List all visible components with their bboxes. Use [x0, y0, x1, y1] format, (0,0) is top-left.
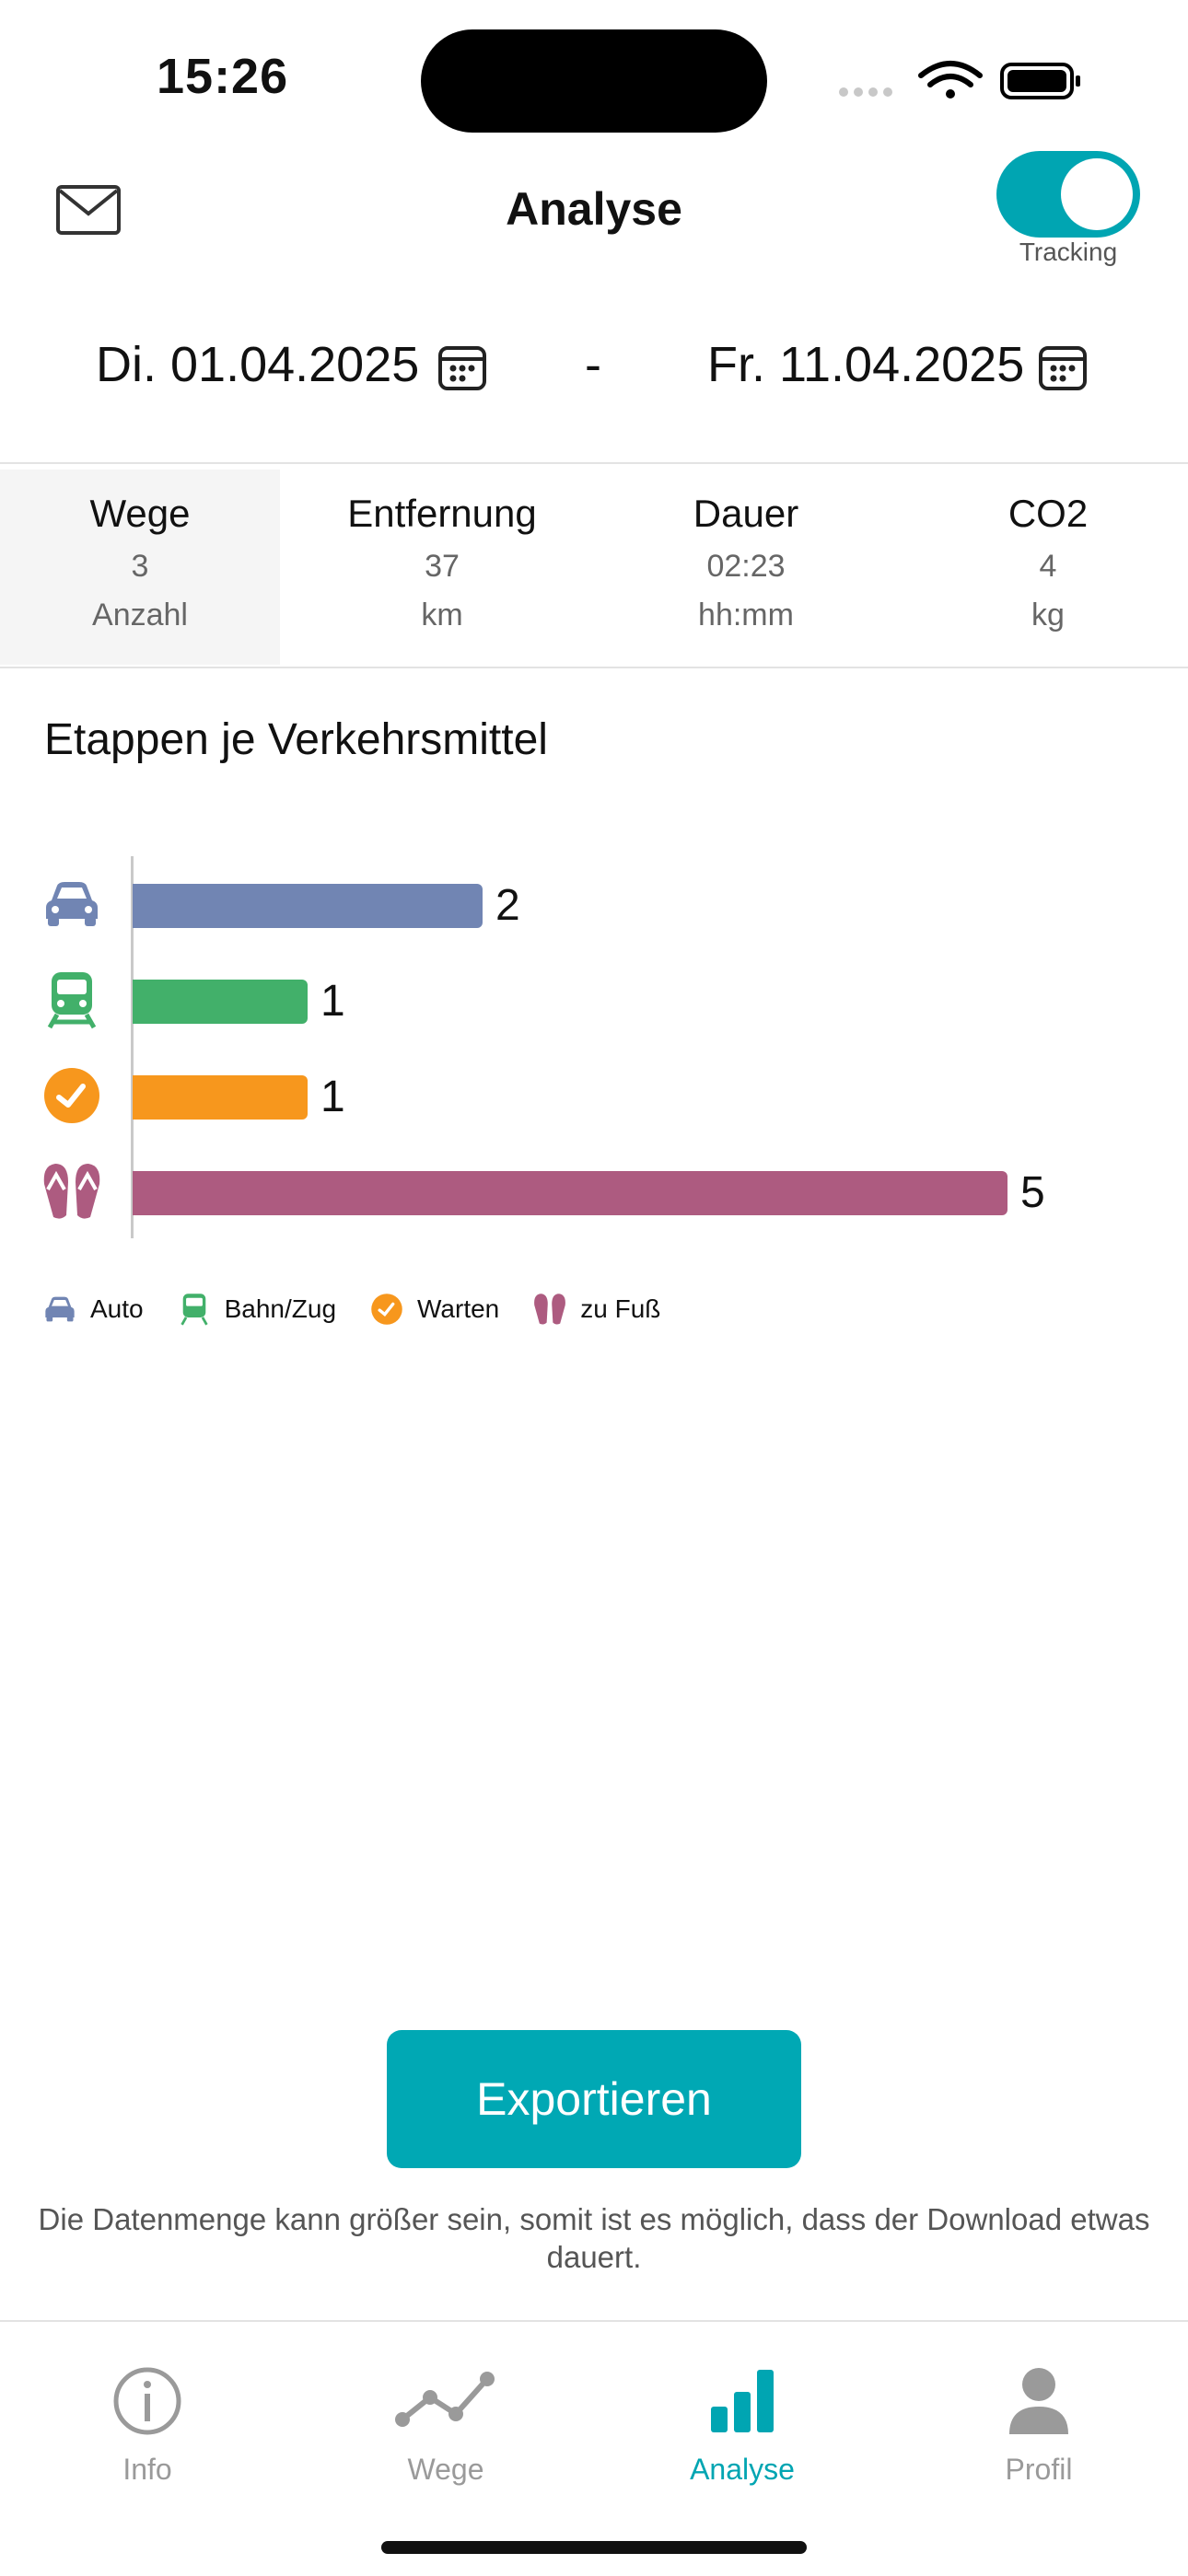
cellular-signal-icon	[839, 87, 892, 97]
stat-title: Wege	[89, 492, 191, 535]
divider	[0, 667, 1188, 668]
tab-bar: Info Wege Analyse Profil	[0, 2320, 1188, 2576]
page-title: Analyse	[506, 183, 682, 235]
stat-value: 37	[425, 549, 460, 584]
mail-icon[interactable]	[55, 184, 122, 236]
stat-unit: hh:mm	[698, 598, 794, 632]
tab-profil[interactable]: Profil	[919, 2364, 1159, 2487]
legend-label: Warten	[417, 1294, 500, 1323]
train-icon	[47, 972, 97, 1029]
legend-item-zu-fuss: zu Fuß	[532, 1292, 660, 1327]
chart-bar-label: 1	[320, 1073, 345, 1121]
tab-info[interactable]: Info	[28, 2364, 267, 2487]
date-to[interactable]: Fr. 11.04.2025	[707, 337, 1025, 392]
calendar-icon[interactable]	[437, 341, 488, 392]
divider	[0, 462, 1188, 464]
legend-label: Auto	[90, 1294, 144, 1323]
status-time: 15:26	[157, 49, 289, 104]
chart-bar	[133, 1171, 1007, 1215]
battery-icon	[1000, 63, 1080, 99]
chart-axis	[131, 856, 134, 1238]
stat-value: 02:23	[706, 549, 786, 584]
bar-chart-icon	[711, 2370, 774, 2432]
clock-icon	[371, 1294, 402, 1325]
chart-bar-label: 2	[495, 881, 520, 930]
status-icons	[839, 61, 1080, 99]
tracking-label: Tracking	[1019, 238, 1118, 266]
flip-flops-icon	[43, 1164, 100, 1219]
flip-flops-icon	[534, 1294, 566, 1325]
legend-item-bahn: Bahn/Zug	[177, 1292, 336, 1327]
legend-label: zu Fuß	[580, 1294, 661, 1323]
tab-label: Analyse	[690, 2453, 795, 2486]
stat-wege[interactable]: Wege 3 Anzahl	[0, 470, 280, 665]
clock-icon	[44, 1068, 99, 1123]
home-indicator	[381, 2541, 807, 2554]
stat-unit: km	[421, 598, 463, 632]
stat-title: Dauer	[693, 492, 799, 535]
chart-bar	[133, 884, 483, 928]
stat-dauer[interactable]: Dauer 02:23 hh:mm	[599, 470, 893, 665]
calendar-icon[interactable]	[1037, 341, 1089, 392]
stat-entfernung[interactable]: Entfernung 37 km	[295, 470, 589, 665]
tab-label: Wege	[407, 2453, 484, 2486]
chart-bar-label: 5	[1020, 1168, 1045, 1217]
date-separator: -	[585, 337, 601, 392]
stat-title: Entfernung	[347, 492, 537, 535]
dynamic-island	[421, 29, 767, 133]
stat-co2[interactable]: CO2 4 kg	[901, 470, 1188, 665]
person-icon	[1009, 2368, 1068, 2434]
info-icon	[113, 2367, 181, 2435]
date-from[interactable]: Di. 01.04.2025	[96, 337, 420, 392]
stat-value: 4	[1039, 549, 1057, 584]
stat-title: CO2	[1007, 492, 1089, 535]
train-icon	[180, 1294, 208, 1326]
chart-bar	[133, 980, 308, 1024]
route-icon	[395, 2372, 495, 2427]
wifi-icon	[918, 61, 983, 99]
legend-label: Bahn/Zug	[224, 1294, 337, 1323]
tab-label: Profil	[1005, 2453, 1073, 2486]
stat-unit: Anzahl	[92, 598, 188, 632]
legend-item-auto: Auto	[42, 1292, 144, 1327]
export-note: Die Datenmenge kann größer sein, somit i…	[38, 2202, 1150, 2274]
car-icon	[46, 882, 98, 926]
chart-bar-label: 1	[320, 977, 345, 1026]
car-icon	[45, 1296, 75, 1322]
chart-title: Etappen je Verkehrsmittel	[44, 715, 548, 764]
legend-item-warten: Warten	[369, 1292, 499, 1327]
stat-value: 3	[131, 549, 149, 584]
tab-analyse[interactable]: Analyse	[623, 2364, 862, 2487]
tab-label: Info	[122, 2453, 172, 2486]
stat-unit: kg	[1031, 598, 1065, 632]
tab-wege[interactable]: Wege	[326, 2364, 565, 2487]
chart-bar	[133, 1075, 308, 1120]
export-button[interactable]: Exportieren	[387, 2030, 801, 2168]
chart-legend: Auto Bahn/Zug Warten zu Fuß	[42, 1291, 693, 1328]
tracking-toggle[interactable]	[996, 151, 1140, 238]
toggle-knob	[1061, 158, 1133, 230]
